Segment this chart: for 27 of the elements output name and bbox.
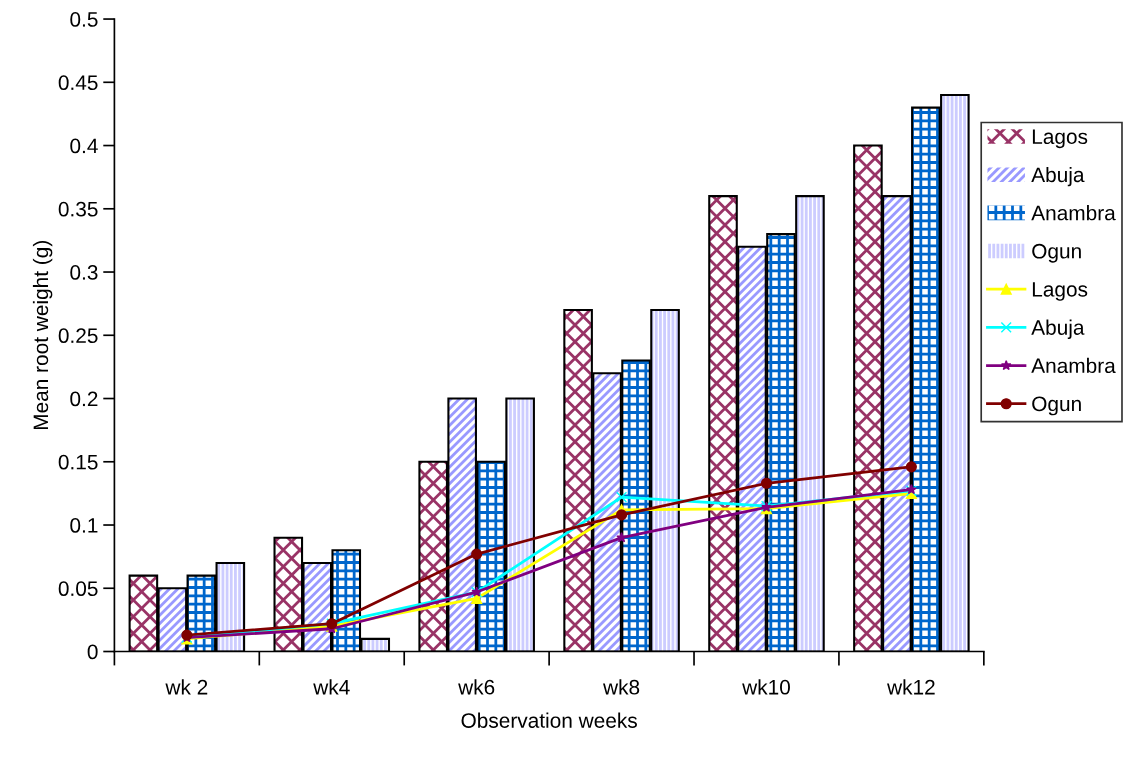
y-axis-title: Mean root weight (g) xyxy=(32,241,53,430)
legend-label: Abuja xyxy=(1031,166,1085,187)
legend-label: Ogun xyxy=(1032,396,1081,416)
y-tick-label: 0.4 xyxy=(70,138,98,154)
x-tick-label: wk 2 xyxy=(165,679,208,695)
legend-label: Lagos xyxy=(1032,282,1088,301)
legend-label: Lagos xyxy=(1032,129,1088,149)
legend-label: Anambra xyxy=(1031,357,1116,374)
y-tick-label: 0.35 xyxy=(58,201,98,217)
y-tick-label: 0.15 xyxy=(58,454,98,470)
legend-label: Anambra xyxy=(1031,205,1116,221)
x-axis-title: Observation weeks xyxy=(461,712,637,728)
y-tick-label: 0.05 xyxy=(58,581,98,597)
legend-label: Abuja xyxy=(1031,319,1085,339)
x-tick-label: wk10 xyxy=(742,679,790,695)
y-tick-label: 0.5 xyxy=(70,12,98,27)
x-tick-label: wk6 xyxy=(458,679,495,695)
y-tick-label: 0.1 xyxy=(70,518,98,533)
y-tick-label: 0 xyxy=(87,644,98,660)
y-tick-label: 0.2 xyxy=(70,391,98,407)
y-tick-label: 0.25 xyxy=(58,328,98,344)
x-tick-label: wk12 xyxy=(887,679,935,695)
x-tick-label: wk4 xyxy=(313,679,350,695)
y-tick-label: 0.3 xyxy=(70,265,98,280)
y-tick-label: 0.45 xyxy=(58,75,98,91)
legend-label: Ogun xyxy=(1032,243,1081,263)
x-tick-label: wk8 xyxy=(603,679,640,695)
